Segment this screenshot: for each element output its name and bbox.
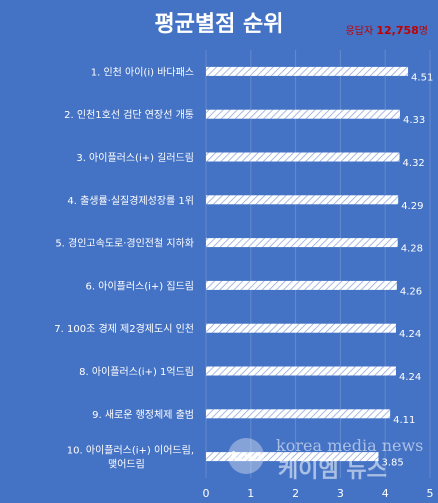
- bar: [206, 366, 396, 376]
- category-label: 6. 아이플러스(i+) 집드림: [86, 280, 194, 292]
- value-label: 4.26: [400, 286, 422, 297]
- category-label: 4. 출생률·실질경제성장률 1위: [67, 194, 194, 207]
- bar: [206, 280, 397, 290]
- bar: [206, 195, 399, 205]
- svg-text:kmn: kmn: [230, 450, 261, 465]
- x-tick-label: 2: [292, 487, 299, 500]
- category-label: 8. 아이플러스(i+) 1억드림: [79, 366, 194, 378]
- x-tick-label: 0: [203, 487, 210, 500]
- value-label: 4.11: [393, 415, 415, 426]
- value-label: 4.24: [399, 329, 421, 340]
- x-tick-label: 5: [427, 487, 434, 500]
- category-label: 3. 아이플러스(i+) 길러드림: [76, 151, 194, 164]
- bar: [206, 323, 396, 333]
- value-label: 4.32: [403, 158, 425, 169]
- watermark-text: korea media news: [276, 436, 424, 455]
- watermark-subtext: 케이엠 뉴스: [278, 458, 387, 483]
- bar: [206, 66, 409, 76]
- category-label: 5. 경인고속도로·경인전철 지하화: [55, 237, 194, 250]
- respondents-note: 응답자 12,758명: [346, 22, 428, 37]
- value-label: 4.29: [401, 201, 423, 212]
- bar: [206, 452, 379, 462]
- bar: [206, 238, 398, 248]
- category-label: 9. 새로운 행정체제 출범: [92, 409, 194, 421]
- value-label: 4.28: [401, 244, 423, 255]
- kmn-logo-icon: kmn: [228, 438, 264, 474]
- category-label: 10. 아이플러스(i+) 이어드림, 맺어드림: [67, 445, 194, 471]
- bar: [206, 152, 400, 162]
- value-label: 4.51: [411, 72, 433, 83]
- respondents-unit: 명: [418, 26, 428, 37]
- respondents-count: 12,758: [376, 24, 419, 37]
- chart-title: 평균별점 순위: [154, 12, 284, 37]
- bar: [206, 409, 391, 419]
- value-label: 3.85: [381, 458, 403, 469]
- category-label: 2. 인천1호선 검단 연장선 개통: [64, 109, 194, 121]
- category-label: 7. 100조 경제 제2경제도시 인천: [54, 322, 194, 335]
- x-tick-label: 4: [382, 487, 389, 500]
- x-tick-label: 1: [247, 487, 254, 500]
- value-label: 4.33: [403, 115, 425, 126]
- respondents-label: 응답자: [345, 26, 374, 37]
- value-label: 4.24: [399, 372, 421, 383]
- bar: [206, 109, 400, 119]
- category-label: 1. 인천 아이(i) 바다패스: [91, 66, 194, 78]
- x-tick-label: 3: [337, 487, 344, 500]
